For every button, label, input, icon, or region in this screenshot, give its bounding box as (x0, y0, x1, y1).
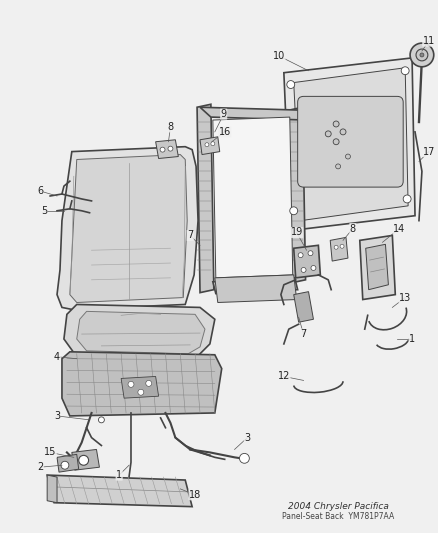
Circle shape (325, 131, 331, 137)
Text: 17: 17 (423, 147, 435, 157)
Text: 13: 13 (399, 293, 411, 303)
Polygon shape (155, 140, 178, 158)
Polygon shape (284, 58, 415, 230)
Text: 16: 16 (219, 127, 231, 137)
Text: 2004 Chrysler Pacifica: 2004 Chrysler Pacifica (288, 502, 389, 511)
Circle shape (99, 417, 104, 423)
Polygon shape (70, 155, 187, 303)
Polygon shape (294, 245, 320, 278)
Text: 12: 12 (278, 372, 290, 382)
Circle shape (410, 43, 434, 67)
Text: 6: 6 (37, 186, 43, 196)
Polygon shape (215, 275, 297, 303)
Text: Panel-Seat Back  YM781P7AA: Panel-Seat Back YM781P7AA (282, 512, 394, 521)
Polygon shape (289, 107, 306, 283)
Text: 8: 8 (350, 223, 356, 233)
Text: 15: 15 (44, 447, 57, 457)
Text: 3: 3 (54, 411, 60, 421)
Circle shape (334, 245, 338, 249)
Circle shape (138, 389, 144, 395)
Polygon shape (213, 278, 298, 294)
Polygon shape (200, 137, 220, 155)
Polygon shape (213, 117, 293, 278)
Polygon shape (64, 304, 215, 359)
Polygon shape (57, 147, 198, 309)
Text: 7: 7 (187, 230, 193, 240)
Text: 2: 2 (37, 462, 43, 472)
Text: 5: 5 (41, 206, 47, 216)
Polygon shape (366, 244, 389, 289)
Circle shape (128, 382, 134, 387)
Circle shape (79, 455, 88, 465)
Circle shape (290, 207, 298, 215)
Text: 1: 1 (409, 334, 415, 344)
Circle shape (403, 195, 411, 203)
FancyBboxPatch shape (298, 96, 403, 187)
Circle shape (336, 164, 341, 169)
Circle shape (287, 80, 295, 88)
Circle shape (333, 121, 339, 127)
Polygon shape (57, 454, 79, 472)
Circle shape (340, 129, 346, 135)
Polygon shape (121, 376, 159, 398)
Polygon shape (197, 104, 214, 293)
Polygon shape (200, 107, 306, 120)
Text: 9: 9 (221, 109, 227, 119)
Text: 7: 7 (300, 329, 307, 339)
Circle shape (301, 268, 306, 272)
Circle shape (340, 244, 344, 248)
Text: 19: 19 (290, 228, 303, 238)
Text: 11: 11 (423, 36, 435, 46)
Polygon shape (77, 311, 205, 354)
Polygon shape (72, 449, 99, 470)
Circle shape (346, 154, 350, 159)
Text: 4: 4 (54, 352, 60, 362)
Circle shape (333, 139, 339, 144)
Text: 14: 14 (393, 223, 406, 233)
Text: 3: 3 (244, 433, 251, 442)
Text: 10: 10 (273, 51, 285, 61)
Circle shape (146, 381, 152, 386)
Circle shape (205, 143, 209, 147)
Polygon shape (360, 236, 396, 300)
Polygon shape (62, 352, 222, 416)
Circle shape (416, 49, 428, 61)
Circle shape (211, 142, 215, 146)
Polygon shape (47, 475, 57, 503)
Polygon shape (47, 475, 192, 507)
Text: 1: 1 (116, 470, 122, 480)
Circle shape (401, 67, 409, 75)
Polygon shape (294, 68, 408, 221)
Circle shape (160, 147, 165, 152)
Text: 8: 8 (167, 122, 173, 132)
Circle shape (311, 265, 316, 270)
Circle shape (308, 251, 313, 256)
Circle shape (240, 454, 249, 463)
Circle shape (298, 253, 303, 257)
Circle shape (420, 53, 424, 57)
Polygon shape (294, 292, 314, 322)
Circle shape (168, 146, 173, 151)
Circle shape (61, 461, 69, 469)
Polygon shape (330, 237, 348, 261)
Text: 18: 18 (189, 490, 201, 500)
